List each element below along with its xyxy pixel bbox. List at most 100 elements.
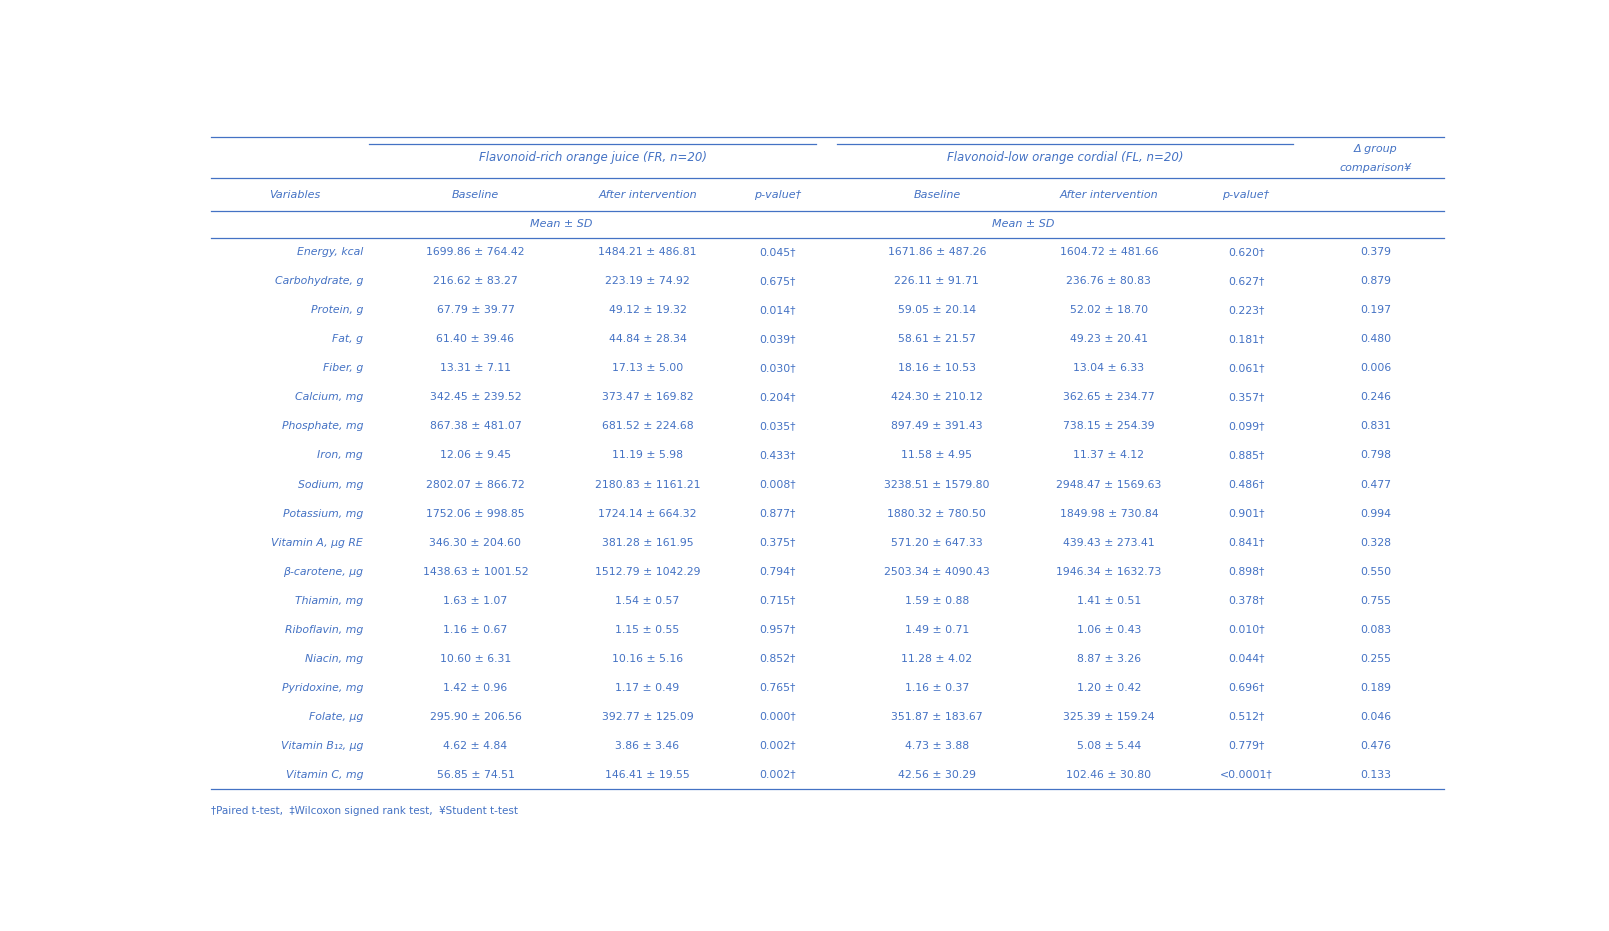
Text: 0.476: 0.476 (1360, 741, 1392, 750)
Text: 13.04 ± 6.33: 13.04 ± 6.33 (1073, 363, 1144, 373)
Text: 11.19 ± 5.98: 11.19 ± 5.98 (611, 451, 684, 461)
Text: 0.223†: 0.223† (1228, 305, 1265, 316)
Text: 0.035†: 0.035† (759, 422, 795, 431)
Text: <0.0001†: <0.0001† (1220, 770, 1273, 779)
Text: Phosphate, mg: Phosphate, mg (282, 422, 364, 431)
Text: 1.06 ± 0.43: 1.06 ± 0.43 (1076, 625, 1141, 635)
Text: 13.31 ± 7.11: 13.31 ± 7.11 (439, 363, 512, 373)
Text: Sodium, mg: Sodium, mg (298, 479, 364, 490)
Text: 0.133: 0.133 (1360, 770, 1392, 779)
Text: Folate, μg: Folate, μg (309, 711, 364, 722)
Text: Mean ± SD: Mean ± SD (991, 220, 1054, 229)
Text: 226.11 ± 91.71: 226.11 ± 91.71 (895, 277, 980, 287)
Text: 59.05 ± 20.14: 59.05 ± 20.14 (898, 305, 977, 316)
Text: Vitamin C, mg: Vitamin C, mg (286, 770, 364, 779)
Text: 0.044†: 0.044† (1228, 654, 1265, 664)
Text: 1.17 ± 0.49: 1.17 ± 0.49 (615, 682, 679, 693)
Text: 0.181†: 0.181† (1228, 334, 1265, 344)
Text: 0.779†: 0.779† (1228, 741, 1265, 750)
Text: 52.02 ± 18.70: 52.02 ± 18.70 (1070, 305, 1147, 316)
Text: 897.49 ± 391.43: 897.49 ± 391.43 (891, 422, 983, 431)
Text: 67.79 ± 39.77: 67.79 ± 39.77 (436, 305, 515, 316)
Text: After intervention: After intervention (1060, 190, 1158, 199)
Text: Thiamin, mg: Thiamin, mg (294, 596, 364, 605)
Text: 1.42 ± 0.96: 1.42 ± 0.96 (444, 682, 507, 693)
Text: 1.49 ± 0.71: 1.49 ± 0.71 (904, 625, 969, 635)
Text: 373.47 ± 169.82: 373.47 ± 169.82 (602, 393, 693, 402)
Text: Calcium, mg: Calcium, mg (294, 393, 364, 402)
Text: 0.204†: 0.204† (759, 393, 795, 402)
Text: 0.480: 0.480 (1360, 334, 1392, 344)
Text: 0.014†: 0.014† (759, 305, 795, 316)
Text: 0.375†: 0.375† (759, 537, 795, 547)
Text: 1946.34 ± 1632.73: 1946.34 ± 1632.73 (1056, 567, 1162, 576)
Text: 102.46 ± 30.80: 102.46 ± 30.80 (1067, 770, 1152, 779)
Text: 571.20 ± 647.33: 571.20 ± 647.33 (891, 537, 983, 547)
Text: 0.477: 0.477 (1360, 479, 1392, 490)
Text: 1.63 ± 1.07: 1.63 ± 1.07 (444, 596, 507, 605)
Text: 0.901†: 0.901† (1228, 508, 1265, 519)
Text: 0.255: 0.255 (1360, 654, 1392, 664)
Text: Iron, mg: Iron, mg (317, 451, 364, 461)
Text: Flavonoid-low orange cordial (FL, n=20): Flavonoid-low orange cordial (FL, n=20) (948, 151, 1184, 164)
Text: Pyridoxine, mg: Pyridoxine, mg (282, 682, 364, 693)
Text: 0.852†: 0.852† (759, 654, 795, 664)
Text: 0.877†: 0.877† (759, 508, 795, 519)
Text: Vitamin A, μg RE: Vitamin A, μg RE (272, 537, 364, 547)
Text: 0.378†: 0.378† (1228, 596, 1265, 605)
Text: 1752.06 ± 998.85: 1752.06 ± 998.85 (426, 508, 525, 519)
Text: 0.002†: 0.002† (759, 770, 795, 779)
Text: 424.30 ± 210.12: 424.30 ± 210.12 (891, 393, 983, 402)
Text: 0.197: 0.197 (1360, 305, 1392, 316)
Text: 11.28 ± 4.02: 11.28 ± 4.02 (901, 654, 972, 664)
Text: 0.083: 0.083 (1360, 625, 1392, 635)
Text: Vitamin B₁₂, μg: Vitamin B₁₂, μg (282, 741, 364, 750)
Text: 0.831: 0.831 (1360, 422, 1392, 431)
Text: 1604.72 ± 481.66: 1604.72 ± 481.66 (1060, 248, 1158, 257)
Text: 0.099†: 0.099† (1228, 422, 1265, 431)
Text: 0.696†: 0.696† (1228, 682, 1265, 693)
Text: 0.620†: 0.620† (1228, 248, 1265, 257)
Text: 0.885†: 0.885† (1228, 451, 1265, 461)
Text: 0.379: 0.379 (1360, 248, 1392, 257)
Text: 146.41 ± 19.55: 146.41 ± 19.55 (605, 770, 690, 779)
Text: 1484.21 ± 486.81: 1484.21 ± 486.81 (599, 248, 697, 257)
Text: 681.52 ± 224.68: 681.52 ± 224.68 (602, 422, 693, 431)
Text: Energy, kcal: Energy, kcal (298, 248, 364, 257)
Text: 216.62 ± 83.27: 216.62 ± 83.27 (433, 277, 518, 287)
Text: Flavonoid-rich orange juice (FR, n=20): Flavonoid-rich orange juice (FR, n=20) (478, 151, 706, 164)
Text: 1.41 ± 0.51: 1.41 ± 0.51 (1076, 596, 1141, 605)
Text: 0.039†: 0.039† (759, 334, 795, 344)
Text: 1699.86 ± 764.42: 1699.86 ± 764.42 (426, 248, 525, 257)
Text: 0.433†: 0.433† (759, 451, 795, 461)
Text: 0.550: 0.550 (1360, 567, 1392, 576)
Text: 0.002†: 0.002† (759, 741, 795, 750)
Text: 351.87 ± 183.67: 351.87 ± 183.67 (891, 711, 983, 722)
Text: 439.43 ± 273.41: 439.43 ± 273.41 (1064, 537, 1155, 547)
Text: 5.08 ± 5.44: 5.08 ± 5.44 (1076, 741, 1141, 750)
Text: 0.046: 0.046 (1360, 711, 1392, 722)
Text: 12.06 ± 9.45: 12.06 ± 9.45 (439, 451, 512, 461)
Text: 362.65 ± 234.77: 362.65 ± 234.77 (1064, 393, 1155, 402)
Text: p-value†: p-value† (753, 190, 801, 199)
Text: 223.19 ± 74.92: 223.19 ± 74.92 (605, 277, 690, 287)
Text: 10.16 ± 5.16: 10.16 ± 5.16 (611, 654, 684, 664)
Text: 1.16 ± 0.67: 1.16 ± 0.67 (444, 625, 507, 635)
Text: 0.061†: 0.061† (1228, 363, 1265, 373)
Text: Mean ± SD: Mean ± SD (531, 220, 592, 229)
Text: 4.62 ± 4.84: 4.62 ± 4.84 (444, 741, 507, 750)
Text: comparison¥: comparison¥ (1340, 163, 1411, 172)
Text: 1.54 ± 0.57: 1.54 ± 0.57 (615, 596, 679, 605)
Text: †Paired t-test,  ‡Wilcoxon signed rank test,  ¥Student t-test: †Paired t-test, ‡Wilcoxon signed rank te… (211, 805, 518, 816)
Text: 0.715†: 0.715† (759, 596, 795, 605)
Text: Niacin, mg: Niacin, mg (306, 654, 364, 664)
Text: 10.60 ± 6.31: 10.60 ± 6.31 (439, 654, 512, 664)
Text: 2503.34 ± 4090.43: 2503.34 ± 4090.43 (883, 567, 990, 576)
Text: 0.000†: 0.000† (759, 711, 795, 722)
Text: 236.76 ± 80.83: 236.76 ± 80.83 (1067, 277, 1152, 287)
Text: 0.008†: 0.008† (759, 479, 795, 490)
Text: 2948.47 ± 1569.63: 2948.47 ± 1569.63 (1056, 479, 1162, 490)
Text: 61.40 ± 39.46: 61.40 ± 39.46 (436, 334, 515, 344)
Text: 11.58 ± 4.95: 11.58 ± 4.95 (901, 451, 972, 461)
Text: 11.37 ± 4.12: 11.37 ± 4.12 (1073, 451, 1144, 461)
